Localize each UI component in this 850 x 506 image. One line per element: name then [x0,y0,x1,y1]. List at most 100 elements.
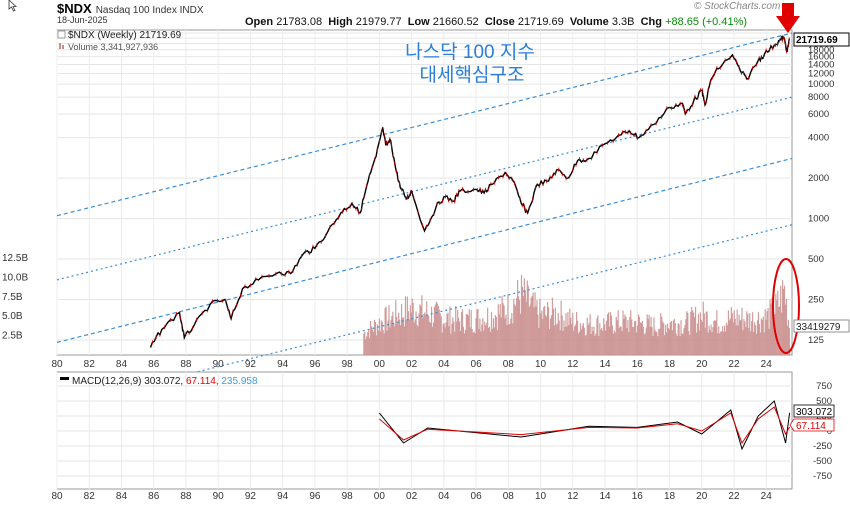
volume-bar [394,326,396,355]
volume-bar [524,290,526,355]
volume-bar [676,335,678,355]
volume-bar [484,321,486,355]
volume-bar [545,314,547,355]
volume-bar [766,311,768,355]
volume-bar [648,314,650,355]
volume-bar [598,335,600,355]
volume-bar [553,325,555,355]
volume-bar [436,303,438,355]
volume-bar [664,335,666,355]
volume-bar [470,310,472,355]
volume-bar [672,320,674,355]
volume-bar [403,326,406,355]
price-tick-label: 12000 [808,68,834,79]
x-tick-label: 86 [148,491,160,502]
macd-tick-label: 0 [827,426,832,437]
volume-bar [488,326,491,355]
volume-bar [421,295,423,355]
volume-bar [629,316,631,355]
volume-bar [631,319,633,355]
volume-bar [536,300,538,355]
volume-bar [589,314,591,355]
volume-bar [434,304,437,355]
price-tick-label: 2000 [808,173,829,184]
macd-badge-value: 303.072 [796,407,833,418]
volume-bar [480,331,482,355]
volume-bar [423,314,425,355]
volume-bar [422,317,424,355]
volume-bar [363,333,365,355]
volume-bar [698,330,701,355]
volume-bar [584,335,586,355]
volume-bar [520,274,523,355]
volume-bar [739,320,741,355]
x-tick-label: 04 [438,359,450,370]
volume-bar [461,309,464,355]
legend-volume: Volume 3,341,927,936 [68,42,158,52]
volume-bar [659,328,661,355]
svg-text:MACD(12,26,9) 303.072, 67.114,: MACD(12,26,9) 303.072, 67.114, 235.958 [72,376,258,387]
symbol: $NDX [57,1,92,16]
volume-bar [397,323,399,355]
volume-bar [715,320,717,355]
volume-bar [605,330,607,355]
volume-bar [415,311,417,355]
volume-bar [416,324,418,355]
volume-bar [467,315,469,355]
volume-bar [643,334,645,355]
volume-bar [372,331,375,355]
x-tick-label: 00 [374,491,386,502]
volume-bar [549,318,552,355]
x-tick-label: 08 [503,491,515,502]
volume-bar [460,312,463,355]
x-tick-label: 24 [761,491,773,502]
volume-bar [491,328,494,355]
volume-bar [677,323,679,355]
volume-tick-label: 2.5B [2,331,23,342]
volume-bar [405,320,408,355]
price-tick-label: 6000 [808,109,829,120]
volume-bar [371,329,374,355]
mouse-cursor-icon [8,0,18,12]
volume-bar [496,330,498,355]
channel-line [56,96,793,281]
x-tick-label: 92 [245,491,257,502]
volume-bar [364,331,366,355]
volume-bar [697,313,700,355]
volume-bar [482,318,484,355]
volume-bar [472,332,474,355]
volume-bar [503,305,505,355]
volume-bar [551,297,554,355]
volume-bar [398,312,400,355]
volume-bar [720,331,722,355]
volume-bar [438,309,440,355]
volume-bar [585,334,587,355]
volume-bar [600,329,602,355]
volume-bar [679,335,681,355]
volume-bar [640,322,643,355]
volume-bar [719,333,721,355]
volume-bar [635,320,637,355]
volume-bar [595,333,597,355]
volume-bar [752,331,755,355]
volume-bar [627,319,629,355]
volume-bar [756,320,759,355]
volume-bar [713,320,715,355]
volume-bar [596,318,598,355]
volume-bar [729,318,731,355]
volume-bar [669,322,672,355]
volume-bar [644,333,646,355]
x-tick-label: 20 [696,491,708,502]
volume-bar [691,306,693,355]
volume-bar [579,323,582,355]
volume-bar [636,325,639,355]
volume-bar [468,309,470,355]
volume-bar [646,314,648,355]
volume-bar [399,319,401,355]
volume-bar [711,332,713,355]
volume-bar [471,329,473,355]
annotation-line-1: 나스닥 100 지수 [405,41,535,63]
volume-bar [760,318,762,355]
volume-bar [665,332,668,355]
volume-bar [624,314,626,355]
